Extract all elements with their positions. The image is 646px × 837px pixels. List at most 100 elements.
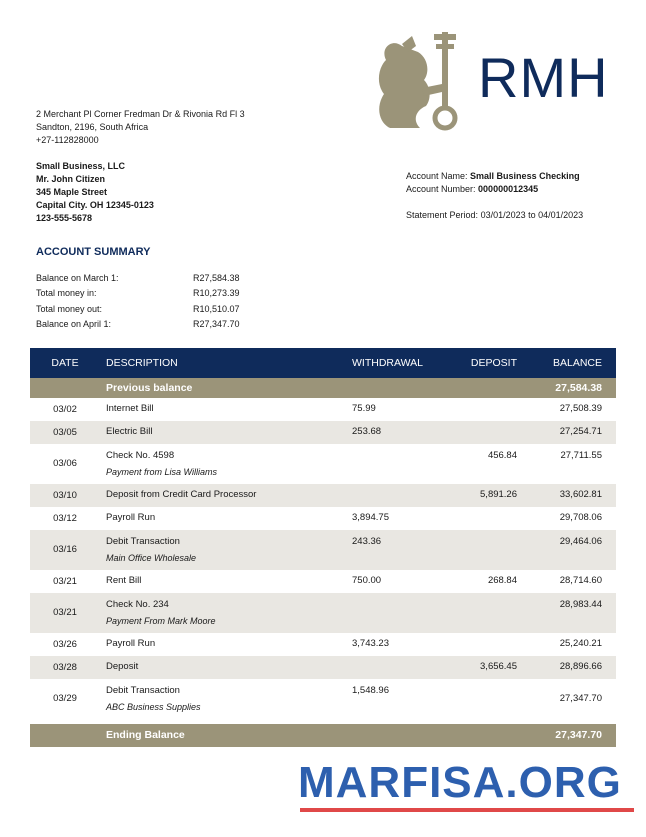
note: Payment from Lisa Williams bbox=[106, 467, 217, 477]
summary-table: Balance on March 1: R27,584.38 Total money… bbox=[36, 272, 256, 333]
summary-label: Total money in: bbox=[36, 288, 97, 299]
balance: 27,254.71 bbox=[559, 426, 602, 437]
transaction-row: 03/10 Deposit from Credit Card Processor 5… bbox=[30, 484, 616, 507]
balance: 28,896.66 bbox=[559, 661, 602, 672]
previous-balance-row: Previous balance 27,584.38 bbox=[30, 378, 616, 398]
label: Previous balance bbox=[106, 382, 193, 394]
date: 03/28 bbox=[53, 661, 77, 673]
label: Account Name: bbox=[406, 171, 468, 181]
description: Payroll Run bbox=[106, 512, 156, 523]
withdrawal: 75.99 bbox=[352, 403, 376, 414]
balance: 33,602.81 bbox=[559, 489, 602, 500]
withdrawal: 3,743.23 bbox=[352, 638, 389, 649]
deposit: 5,891.26 bbox=[480, 489, 517, 500]
date: 03/06 bbox=[53, 458, 77, 469]
deposit: 268.84 bbox=[487, 575, 517, 586]
transaction-row: 03/29 Debit Transaction ABC Business Suppl… bbox=[30, 679, 616, 719]
summary-value: R27,584.38 bbox=[193, 273, 240, 283]
summary-value: R27,347.70 bbox=[193, 318, 240, 329]
transaction-row: 03/12 Payroll Run 3,894.75 29,708.06 bbox=[30, 507, 616, 530]
summary-title: ACCOUNT SUMMARY bbox=[36, 246, 151, 258]
balance: 27,347.70 bbox=[559, 693, 602, 704]
column-header: DESCRIPTION bbox=[106, 357, 178, 369]
description: Rent Bill bbox=[106, 575, 142, 586]
account-info: Account Name: Small Business Checking Ac… bbox=[406, 170, 583, 222]
transaction-row: 03/21 Rent Bill 750.00 268.84 28,714.60 bbox=[30, 570, 616, 593]
value: 000000012345 bbox=[478, 184, 539, 194]
balance: 28,983.44 bbox=[559, 599, 602, 610]
column-header: BALANCE bbox=[552, 357, 602, 369]
deposit: 3,656.45 bbox=[480, 661, 517, 672]
balance: 25,240.21 bbox=[559, 638, 602, 649]
watermark: MARFISA.ORG bbox=[298, 758, 622, 807]
transaction-row: 03/21 Check No. 234 Payment From Mark Moor… bbox=[30, 593, 616, 633]
address-line: Sandton, 2196, South Africa bbox=[36, 122, 149, 132]
date: 03/12 bbox=[53, 512, 77, 524]
description: Electric Bill bbox=[106, 426, 153, 437]
watermark-underline bbox=[300, 808, 634, 812]
note: ABC Business Supplies bbox=[106, 702, 201, 712]
date: 03/02 bbox=[53, 403, 77, 415]
deposit: 456.84 bbox=[487, 450, 517, 461]
summary-label: Balance on March 1: bbox=[36, 273, 119, 283]
summary-row: Total money in: R10,273.39 bbox=[36, 287, 256, 302]
transaction-row: 03/05 Electric Bill 253.68 27,254.71 bbox=[30, 421, 616, 444]
label: Statement Period: bbox=[406, 210, 479, 220]
date: 03/16 bbox=[53, 544, 77, 555]
description: Check No. 234 bbox=[106, 599, 169, 610]
ending-balance-row: Ending Balance 27,347.70 bbox=[30, 724, 616, 747]
description: Deposit from Credit Card Processor bbox=[106, 489, 257, 500]
balance: 27,711.55 bbox=[560, 450, 602, 461]
description: Deposit bbox=[106, 661, 139, 672]
date: 03/10 bbox=[53, 489, 77, 501]
transaction-row: 03/28 Deposit 3,656.45 28,896.66 bbox=[30, 656, 616, 679]
withdrawal: 1,548.96 bbox=[352, 685, 389, 696]
customer-line: Mr. John Citizen bbox=[36, 174, 106, 184]
balance: 27,347.70 bbox=[555, 729, 602, 741]
summary-value: R10,273.39 bbox=[193, 288, 240, 299]
summary-row: Total money out: R10,510.07 bbox=[36, 303, 256, 318]
summary-value: R10,510.07 bbox=[193, 303, 240, 314]
table-header: DATE DESCRIPTION WITHDRAWAL DEPOSIT BALANCE bbox=[30, 348, 616, 378]
balance: 28,714.60 bbox=[559, 575, 602, 586]
withdrawal: 750.00 bbox=[352, 575, 382, 586]
transaction-row: 03/06 Check No. 4598 Payment from Lisa Wil… bbox=[30, 444, 616, 484]
transaction-row: 03/16 Debit Transaction Main Office Wholes… bbox=[30, 530, 616, 570]
label: Account Number: bbox=[406, 184, 476, 194]
description: Internet Bill bbox=[106, 403, 154, 414]
transaction-row: 03/02 Internet Bill 75.99 27,508.39 bbox=[30, 398, 616, 421]
transactions-table: DATE DESCRIPTION WITHDRAWAL DEPOSIT BALANCE P… bbox=[30, 348, 616, 747]
description: Debit Transaction bbox=[106, 536, 180, 547]
description: Debit Transaction bbox=[106, 685, 180, 696]
column-header: DATE bbox=[51, 357, 79, 369]
label: Ending Balance bbox=[106, 729, 185, 741]
logo-text: RMH bbox=[478, 46, 609, 109]
customer-line: Small Business, LLC bbox=[36, 161, 126, 171]
column-header: WITHDRAWAL bbox=[352, 357, 423, 369]
customer-line: Capital City. OH 12345-0123 bbox=[36, 200, 154, 210]
description: Payroll Run bbox=[106, 638, 156, 649]
address-line: +27-112828000 bbox=[36, 135, 99, 145]
value: Small Business Checking bbox=[470, 171, 580, 181]
value: 03/01/2023 to 04/01/2023 bbox=[480, 210, 584, 220]
date: 03/05 bbox=[53, 426, 77, 438]
summary-row: Balance on March 1: R27,584.38 bbox=[36, 272, 256, 287]
bank-address: 2 Merchant Pl Corner Fredman Dr & Rivoni… bbox=[36, 108, 245, 147]
date: 03/26 bbox=[53, 638, 77, 650]
withdrawal: 243.36 bbox=[352, 536, 382, 547]
customer-address: Small Business, LLC Mr. John Citizen 345 M… bbox=[36, 160, 154, 225]
balance: 29,708.06 bbox=[559, 512, 602, 523]
transaction-row: 03/26 Payroll Run 3,743.23 25,240.21 bbox=[30, 633, 616, 656]
customer-line: 345 Maple Street bbox=[36, 187, 108, 197]
customer-line: 123-555-5678 bbox=[36, 213, 93, 223]
balance: 27,584.38 bbox=[555, 382, 602, 394]
date: 03/29 bbox=[53, 693, 77, 704]
balance: 29,464.06 bbox=[559, 536, 602, 547]
summary-label: Balance on April 1: bbox=[36, 318, 112, 329]
summary-row: Balance on April 1: R27,347.70 bbox=[36, 318, 256, 333]
summary-label: Total money out: bbox=[36, 303, 103, 314]
withdrawal: 253.68 bbox=[352, 426, 382, 437]
column-header: DEPOSIT bbox=[470, 357, 517, 369]
logo-emblem bbox=[378, 32, 458, 131]
